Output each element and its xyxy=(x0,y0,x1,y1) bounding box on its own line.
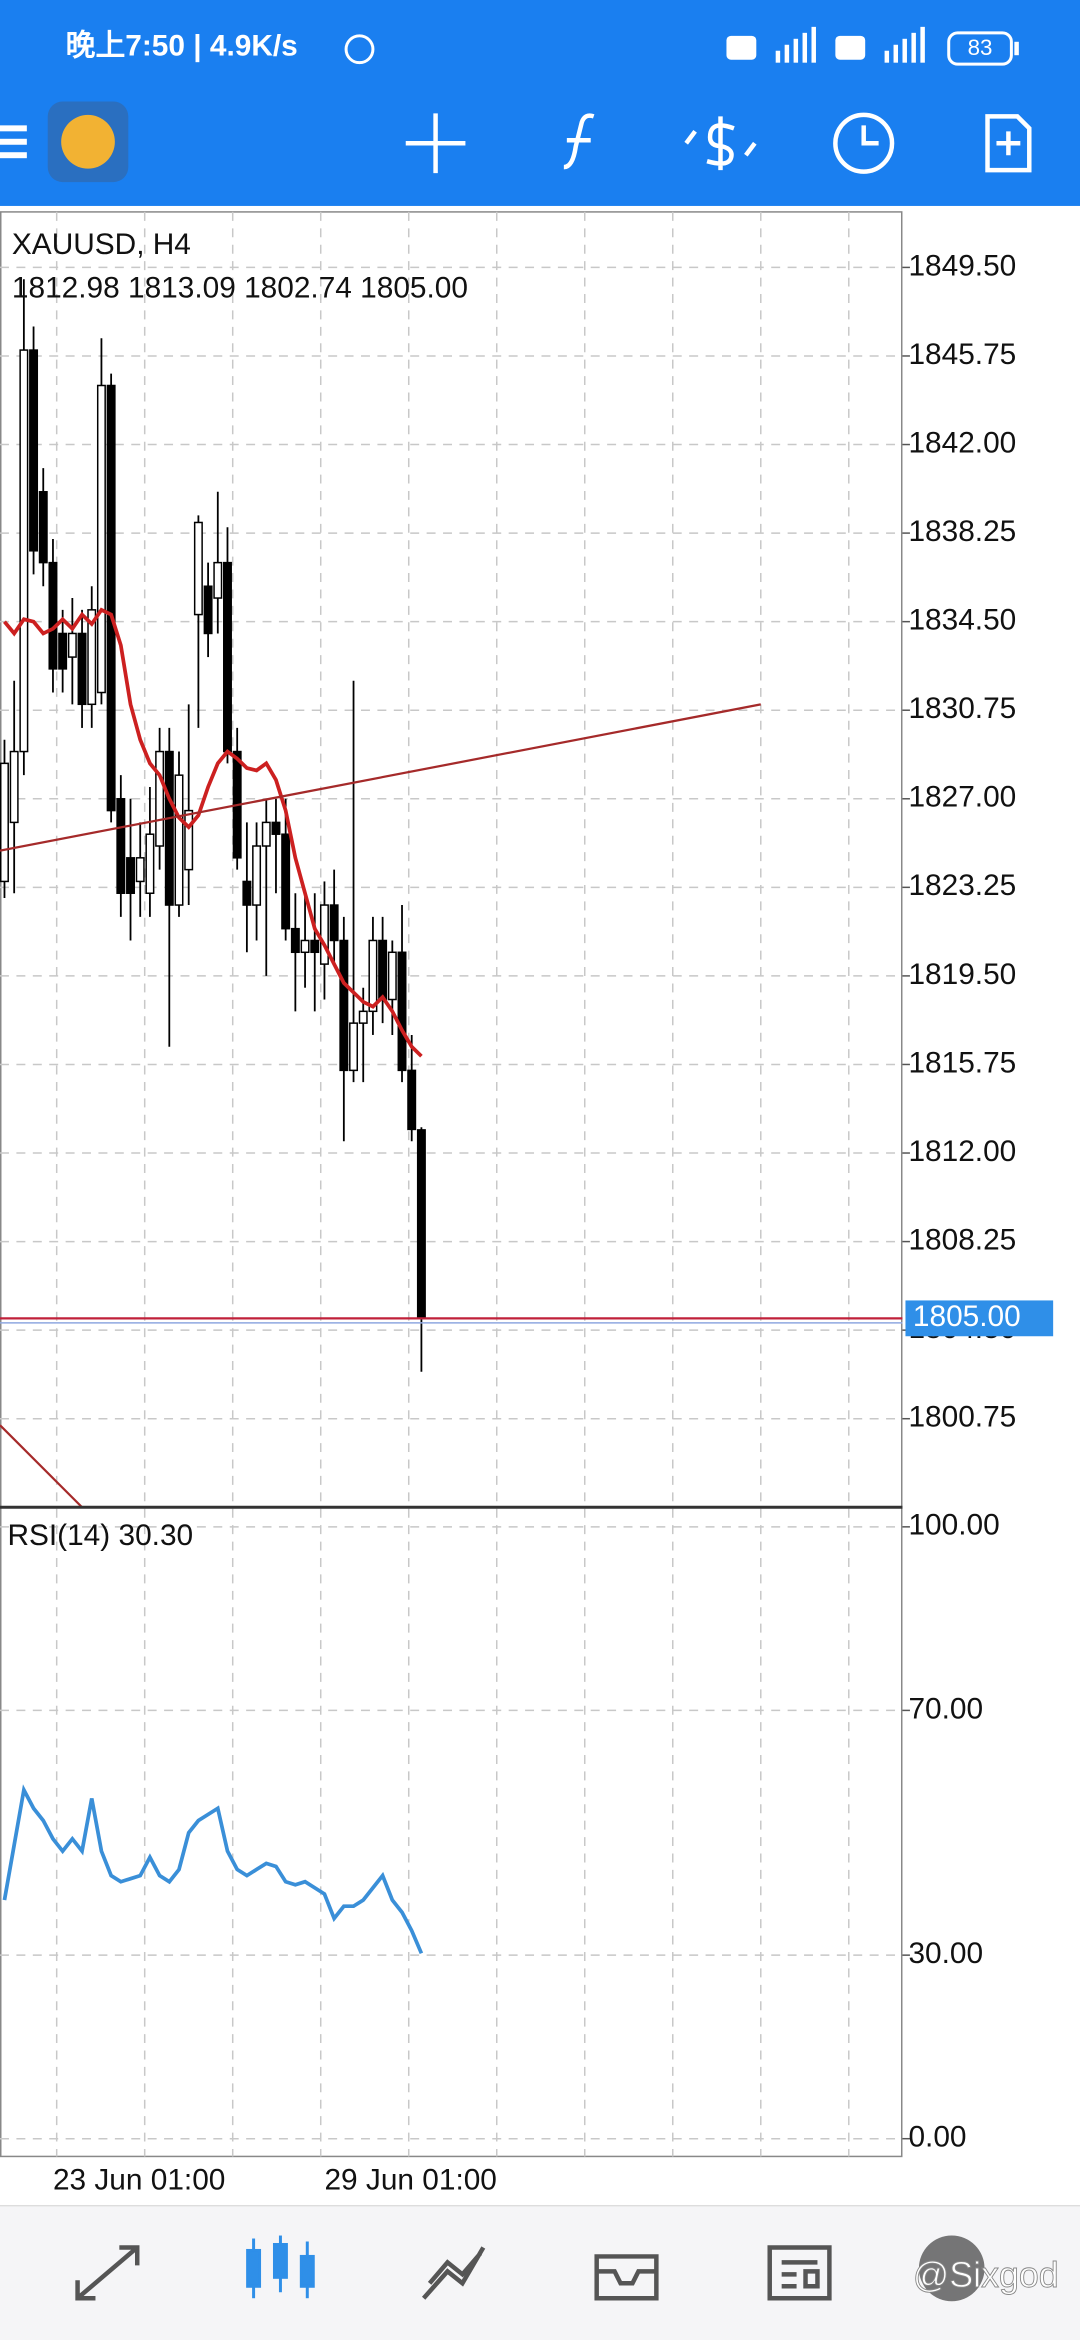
candle-body xyxy=(145,833,155,894)
rsi-line xyxy=(2,1784,424,1955)
candle-body xyxy=(310,939,320,954)
trade-button[interactable] xyxy=(684,116,757,171)
moving-average xyxy=(3,607,423,1058)
y-tick-label: 0.00 xyxy=(908,2121,966,2154)
y-tick-label: 1808.25 xyxy=(908,1223,1016,1256)
candle-body xyxy=(261,821,271,847)
candle-body xyxy=(300,939,310,954)
battery-level: 83 xyxy=(968,35,993,60)
period-button[interactable] xyxy=(833,112,895,174)
candle-body xyxy=(126,857,135,894)
y-tick-label: 1842.00 xyxy=(908,426,1016,459)
candle-body xyxy=(387,951,397,1001)
candle-body xyxy=(349,1022,359,1072)
nav-trade[interactable] xyxy=(421,2246,486,2300)
candle-body xyxy=(116,798,126,894)
y-tick-label: 30.00 xyxy=(908,1937,983,1970)
candle-body xyxy=(368,939,378,1013)
candle-body xyxy=(329,904,339,942)
candle-body xyxy=(397,951,407,1072)
indicator-button[interactable] xyxy=(563,113,595,170)
y-tick-label: 1800.75 xyxy=(908,1401,1016,1434)
candle-body xyxy=(281,833,291,930)
x-tick-label: 23 Jun 01:00 xyxy=(53,2164,225,2197)
candle-body xyxy=(252,845,262,906)
candle-body xyxy=(48,561,58,670)
candle-body xyxy=(9,750,19,824)
candle-body xyxy=(58,632,68,670)
status-time: 晚上7:50 | 4.9K/s xyxy=(66,30,298,63)
trend-line xyxy=(0,1424,83,1509)
candle-body xyxy=(0,762,9,883)
candle-body xyxy=(155,750,165,847)
candle-body xyxy=(213,561,223,599)
candle-body xyxy=(96,384,106,694)
nav-quotes[interactable] xyxy=(75,2245,140,2301)
candle-body xyxy=(19,349,29,753)
candle-body xyxy=(67,632,77,658)
clock-hands xyxy=(861,125,879,146)
candle-body xyxy=(184,809,194,871)
y-tick-label: 1819.50 xyxy=(908,958,1016,991)
candle-body xyxy=(87,609,97,706)
y-tick-label: 100.00 xyxy=(908,1509,999,1542)
y-tick-label: 70.00 xyxy=(908,1692,983,1725)
y-tick-label: 1812.00 xyxy=(908,1135,1016,1168)
candle-body xyxy=(135,857,145,883)
x-tick-label: 29 Jun 01:00 xyxy=(324,2164,496,2197)
y-tick-label: 1823.25 xyxy=(908,869,1016,902)
bottom-nav xyxy=(0,2205,1080,2340)
chart-frame xyxy=(0,211,903,2158)
candle-body xyxy=(290,927,300,954)
nav-chart[interactable] xyxy=(246,2235,315,2299)
candle-body xyxy=(416,1129,426,1320)
price-label-box xyxy=(905,1300,1054,1337)
rsi-title: RSI(14) 30.30 xyxy=(7,1519,193,1552)
alarm-icon xyxy=(344,34,375,65)
candle-body xyxy=(29,349,39,552)
y-tick-label: 1834.50 xyxy=(908,604,1016,637)
watermark: @Sixgod xyxy=(913,2255,1059,2295)
y-tick-label: 1815.75 xyxy=(908,1046,1016,1079)
candle-body xyxy=(339,939,349,1072)
candle-body xyxy=(319,904,329,965)
chart-title: XAUUSD, H4 xyxy=(12,228,191,261)
y-tick-label: 1830.75 xyxy=(908,692,1016,725)
signal-icons xyxy=(726,26,925,63)
app-icon-logo xyxy=(61,114,115,169)
candle-body xyxy=(223,561,232,753)
candle-body xyxy=(174,774,184,906)
y-tick-label: 1845.75 xyxy=(908,338,1016,371)
candle-body xyxy=(106,384,116,812)
price-label: 1805.00 xyxy=(913,1300,1021,1333)
menu-button[interactable] xyxy=(0,125,27,159)
y-tick-label: 1849.50 xyxy=(908,249,1016,282)
candle-body xyxy=(203,585,213,635)
nav-history[interactable] xyxy=(594,2254,659,2301)
candle-body xyxy=(193,521,203,616)
candle-body xyxy=(77,632,87,706)
candle-body xyxy=(358,1010,368,1024)
candle-body xyxy=(407,1069,417,1131)
candle-body xyxy=(242,880,252,906)
nav-news[interactable] xyxy=(767,2245,832,2301)
candle-body xyxy=(38,491,48,564)
candle-body xyxy=(378,939,388,1001)
watermark-logo xyxy=(918,2235,985,2302)
candle-body xyxy=(271,821,281,835)
app-bar xyxy=(0,0,1080,206)
battery xyxy=(947,31,1013,66)
ohlc-readout: 1812.98 1813.09 1802.74 1805.00 xyxy=(12,271,468,304)
new-order-button[interactable] xyxy=(985,114,1032,173)
battery-tip xyxy=(1014,41,1019,56)
y-tick-label: 1838.25 xyxy=(908,515,1016,548)
trend-line xyxy=(0,703,761,852)
candle-body xyxy=(164,750,174,906)
crosshair-button[interactable] xyxy=(405,113,466,174)
y-tick-label: 1827.00 xyxy=(908,781,1016,814)
